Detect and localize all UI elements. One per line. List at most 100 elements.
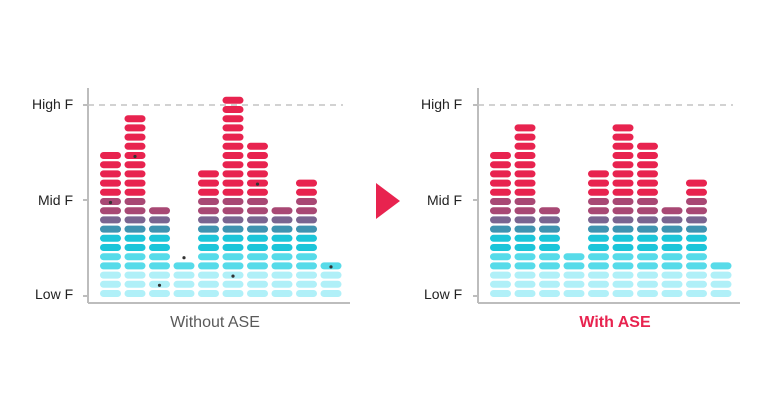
level-block: [490, 179, 511, 187]
level-block: [514, 253, 536, 261]
level-block: [514, 244, 536, 251]
level-block: [588, 207, 609, 215]
level-block: [271, 225, 293, 233]
right-mid-f-label: Mid F: [427, 192, 462, 208]
level-block: [173, 271, 195, 279]
level-block: [124, 290, 146, 297]
level-block: [247, 188, 268, 196]
level-block: [612, 152, 634, 159]
level-block: [514, 207, 536, 215]
level-block: [514, 271, 536, 279]
level-block: [149, 290, 170, 297]
level-block: [490, 188, 511, 196]
level-block: [100, 207, 121, 215]
level-block: [173, 262, 195, 270]
level-block: [686, 188, 707, 196]
level-block: [124, 225, 146, 233]
level-block: [588, 271, 609, 279]
level-block: [514, 170, 536, 178]
level-block: [661, 234, 683, 242]
level-block: [514, 142, 536, 150]
level-block: [296, 271, 317, 279]
level-block: [198, 170, 219, 178]
level-block: [100, 253, 121, 261]
level-block: [320, 290, 342, 297]
level-block: [612, 234, 634, 242]
level-block: [539, 262, 560, 270]
level-block: [563, 290, 585, 297]
level-block: [198, 179, 219, 187]
level-block: [514, 124, 536, 132]
level-block: [124, 280, 146, 288]
level-block: [686, 253, 707, 261]
level-block: [588, 216, 609, 224]
level-block: [637, 179, 658, 187]
level-block: [539, 225, 560, 233]
level-block: [124, 179, 146, 187]
level-block: [637, 188, 658, 196]
level-block: [100, 234, 121, 242]
level-block: [198, 225, 219, 233]
level-block: [198, 198, 219, 205]
level-block: [296, 198, 317, 205]
level-block: [247, 290, 268, 297]
level-block: [271, 216, 293, 224]
level-block: [296, 280, 317, 288]
level-block: [198, 280, 219, 288]
level-block: [222, 170, 244, 178]
level-block: [539, 271, 560, 279]
level-block: [198, 253, 219, 261]
left-low-f-label: Low F: [35, 286, 74, 302]
level-block: [710, 290, 732, 297]
level-block: [124, 216, 146, 224]
level-block: [222, 262, 244, 270]
level-block: [490, 262, 511, 270]
level-block: [124, 207, 146, 215]
level-block: [612, 244, 634, 251]
level-block: [612, 262, 634, 270]
level-block: [247, 244, 268, 251]
level-block: [686, 198, 707, 205]
level-block: [100, 161, 121, 169]
level-block: [539, 216, 560, 224]
level-block: [710, 262, 732, 270]
level-block: [222, 290, 244, 297]
level-block: [124, 234, 146, 242]
level-block: [612, 225, 634, 233]
level-block: [100, 290, 121, 297]
level-block: [637, 253, 658, 261]
level-block: [661, 290, 683, 297]
level-block: [100, 188, 121, 196]
level-block: [588, 280, 609, 288]
right-low-f-label: Low F: [424, 286, 463, 302]
level-block: [320, 280, 342, 288]
level-block: [247, 225, 268, 233]
level-block: [271, 234, 293, 242]
level-block: [612, 170, 634, 178]
level-block: [588, 188, 609, 196]
level-block: [222, 207, 244, 215]
level-block: [198, 207, 219, 215]
level-block: [296, 253, 317, 261]
level-block: [637, 280, 658, 288]
level-block: [271, 207, 293, 215]
level-block: [247, 198, 268, 205]
peak-dot: [157, 283, 162, 287]
level-block: [100, 179, 121, 187]
level-block: [149, 253, 170, 261]
level-block: [247, 253, 268, 261]
level-block: [296, 225, 317, 233]
level-block: [612, 179, 634, 187]
level-block: [588, 234, 609, 242]
level-block: [247, 152, 268, 159]
level-block: [661, 253, 683, 261]
level-block: [490, 253, 511, 261]
level-block: [149, 244, 170, 251]
level-block: [490, 152, 511, 159]
level-block: [637, 262, 658, 270]
level-block: [612, 280, 634, 288]
level-block: [100, 244, 121, 251]
level-block: [539, 253, 560, 261]
